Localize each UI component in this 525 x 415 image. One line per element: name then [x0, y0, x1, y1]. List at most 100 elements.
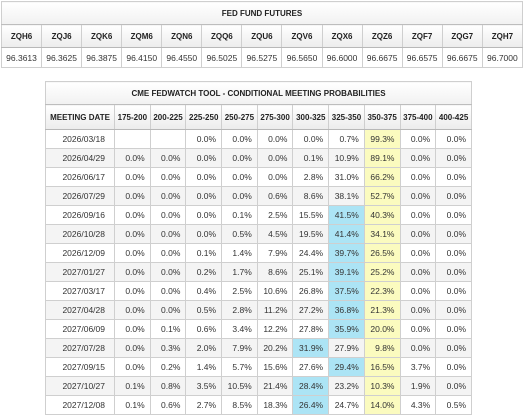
probability-cell: 3.4% [221, 319, 258, 339]
probability-cell: 11.2% [256, 300, 294, 320]
futures-contract-header: ZQG7 [441, 24, 483, 48]
probability-cell: 0.0% [399, 338, 437, 358]
probability-cell: 2.8% [292, 167, 330, 187]
probability-cell: 0.5% [435, 395, 472, 415]
probability-cell: 26.5% [363, 243, 401, 263]
probability-cell: 0.0% [221, 129, 258, 149]
futures-price-cell: 96.7000 [481, 47, 524, 68]
probability-cell: 0.0% [435, 338, 472, 358]
probability-cell: 21.3% [363, 300, 401, 320]
probability-cell: 0.0% [435, 281, 472, 301]
probability-cell: 8.6% [256, 262, 294, 282]
futures-contract-header: ZQQ6 [201, 24, 243, 48]
probability-cell: 27.9% [328, 338, 365, 358]
meeting-date-cell: 2026/10/28 [45, 224, 115, 244]
probability-cell: 0.0% [149, 148, 187, 168]
probability-cell: 0.0% [399, 224, 437, 244]
probability-cell: 28.4% [292, 376, 330, 396]
probability-cell: 0.0% [256, 167, 294, 187]
probability-cell: 10.9% [328, 148, 365, 168]
futures-price-cell: 96.6575 [401, 47, 443, 68]
probability-cell: 0.1% [114, 395, 151, 415]
futures-price-row: 96.3613 96.3625 96.3875 96.4150 96.4550 96.50… [0, 47, 524, 68]
probability-cell: 0.0% [221, 148, 258, 168]
probability-cell: 0.0% [149, 224, 187, 244]
probability-cell: 20.2% [256, 338, 294, 358]
probability-cell: 2.0% [185, 338, 223, 358]
probability-cell: 0.0% [399, 129, 437, 149]
probability-cell: 0.0% [435, 186, 472, 206]
probability-cell: 0.0% [114, 262, 151, 282]
probability-cell: 15.5% [292, 205, 330, 225]
probability-cell: 0.0% [185, 167, 223, 187]
probability-cell: 0.0% [435, 167, 472, 187]
probability-cell: 2.8% [221, 300, 258, 320]
probability-cell: 41.5% [328, 205, 365, 225]
futures-contract-header: ZQU6 [241, 24, 283, 48]
futures-title: FED FUND FUTURES [1, 1, 523, 25]
probability-cell: 0.0% [114, 205, 151, 225]
probability-cell: 0.1% [292, 148, 330, 168]
probability-cell: 26.8% [292, 281, 330, 301]
futures-price-cell: 96.4550 [161, 47, 203, 68]
probability-cell: 0.0% [399, 243, 437, 263]
probability-cell: 0.0% [114, 148, 151, 168]
futures-price-cell: 96.6675 [361, 47, 403, 68]
rate-range-header: 275-300 [256, 104, 294, 130]
futures-price-cell: 96.3875 [81, 47, 123, 68]
probability-cell: 1.9% [399, 376, 437, 396]
probability-cell: 3.7% [399, 357, 437, 377]
probability-cell: 18.3% [256, 395, 294, 415]
meeting-date-cell: 2027/04/28 [45, 300, 115, 320]
meeting-row: 2027/10/27 0.1% 0.8% 3.5% 10.5% 21.4% 28.4% 23.… [45, 376, 472, 396]
probability-cell: 0.2% [185, 262, 223, 282]
probability-cell: 0.0% [399, 205, 437, 225]
futures-price-cell: 96.3625 [41, 47, 83, 68]
meeting-row: 2026/07/29 0.0% 0.0% 0.0% 0.0% 0.6% 8.6% 38.1% 5… [45, 186, 472, 206]
probability-cell: 39.7% [328, 243, 365, 263]
probability-cell: 27.8% [292, 319, 330, 339]
probability-cell: 0.8% [149, 376, 187, 396]
probability-cell: 12.2% [256, 319, 294, 339]
probability-cell: 10.6% [256, 281, 294, 301]
probability-cell: 0.0% [149, 243, 187, 263]
fedwatch-panel: CME FEDWATCH TOOL - CONDITIONAL MEETING … [45, 81, 472, 415]
probability-cell: 10.3% [363, 376, 401, 396]
probability-cell: 0.5% [221, 224, 258, 244]
probability-cell: 31.0% [328, 167, 365, 187]
meeting-date-cell: 2027/09/15 [45, 357, 115, 377]
meeting-row: 2027/04/28 0.0% 0.0% 0.5% 2.8% 11.2% 27.2% 36.8… [45, 300, 472, 320]
futures-contract-header: ZQN6 [161, 24, 203, 48]
probability-cell: 0.0% [256, 129, 294, 149]
probability-cell: 0.0% [399, 262, 437, 282]
meeting-row: 2027/09/15 0.0% 0.2% 1.4% 5.7% 15.6% 27.6% 29.4… [45, 357, 472, 377]
meeting-date-cell: 2027/03/17 [45, 281, 115, 301]
probability-cell: 0.0% [149, 281, 187, 301]
fedwatch-title: CME FEDWATCH TOOL - CONDITIONAL MEETING … [45, 81, 472, 105]
probability-cell: 4.5% [256, 224, 294, 244]
meeting-row: 2027/01/27 0.0% 0.0% 0.2% 1.7% 8.6% 25.1% 39.1%… [45, 262, 472, 282]
probability-cell: 0.0% [149, 167, 187, 187]
fedwatch-header-row: MEETING DATE 175-200 200-225 225-250 250-27… [45, 104, 472, 130]
probability-cell: 4.3% [399, 395, 437, 415]
probability-cell: 3.5% [185, 376, 223, 396]
probability-cell: 0.0% [149, 262, 187, 282]
meeting-date-cell: 2026/03/18 [45, 129, 115, 149]
futures-contract-header: ZQH6 [0, 24, 43, 48]
meeting-date-cell: 2026/06/17 [45, 167, 115, 187]
probability-cell: 0.0% [256, 148, 294, 168]
meeting-row: 2026/03/18 0.0% 0.0% 0.0% 0.0% 0.7% 99.3% 0.0% 0… [45, 129, 472, 149]
probability-cell: 15.6% [256, 357, 294, 377]
probability-cell: 27.6% [292, 357, 330, 377]
probability-cell: 0.2% [149, 357, 187, 377]
futures-contract-header: ZQF7 [401, 24, 443, 48]
probability-cell: 37.5% [328, 281, 365, 301]
probability-cell: 9.8% [363, 338, 401, 358]
probability-cell: 0.0% [185, 205, 223, 225]
probability-cell: 21.4% [256, 376, 294, 396]
meeting-row: 2027/06/09 0.0% 0.1% 0.6% 3.4% 12.2% 27.8% 35.9… [45, 319, 472, 339]
probability-cell: 7.9% [256, 243, 294, 263]
rate-range-header: 400-425 [435, 104, 472, 130]
probability-cell: 0.0% [435, 205, 472, 225]
probability-cell: 1.7% [221, 262, 258, 282]
